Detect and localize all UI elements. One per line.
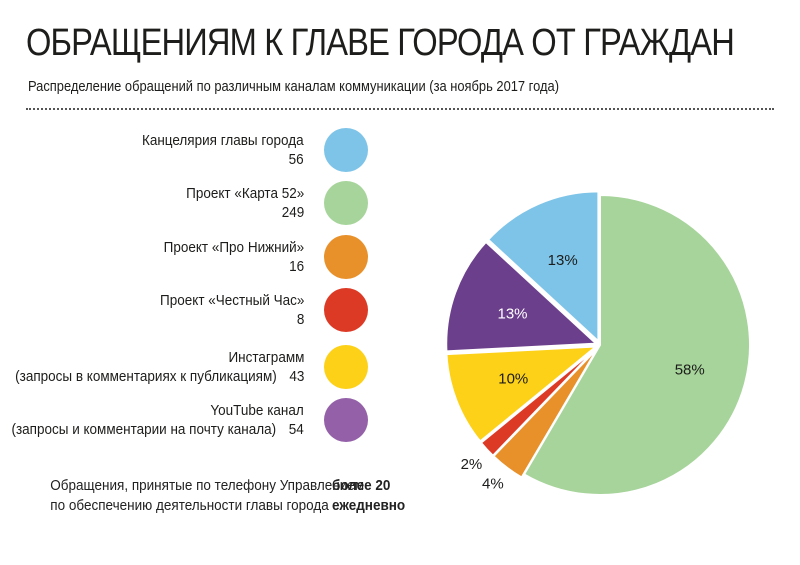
legend-swatch <box>324 345 368 389</box>
pie-slice <box>445 240 599 353</box>
legend-label-line-wrap: Проект «Карта 52» 249 <box>186 184 304 222</box>
legend-item: YouTube канал (запросы и комментарии на п… <box>0 397 370 443</box>
legend-label-line1: Проект «Про Нижний» <box>163 239 304 256</box>
legend-item: Канцелярия главы города 56 <box>0 127 370 173</box>
legend-label-line2: (запросы в комментариях к публикациям) <box>14 368 277 385</box>
legend-label-line1: Канцелярия главы города <box>142 132 304 149</box>
phone-note-line2: по обеспечению деятельности главы города <box>50 497 329 514</box>
legend-label-line1: Инстаграмм <box>228 349 304 366</box>
legend-label: YouTube канал (запросы и комментарии на п… <box>12 397 304 443</box>
pie-slice-label: 10% <box>498 371 528 388</box>
legend-label-line2: (запросы и комментарии на почту канала) <box>11 421 277 438</box>
pie-slice-label: 13% <box>498 305 528 322</box>
legend-label: Проект «Карта 52» 249 <box>186 180 304 226</box>
legend-swatch <box>324 235 368 279</box>
legend-value: 249 <box>281 204 304 221</box>
pie-slice <box>486 190 600 344</box>
legend-label: Инстаграмм (запросы в комментариях к публ… <box>15 344 304 390</box>
dotted-divider <box>26 108 774 110</box>
legend-value: 43 <box>288 368 304 385</box>
legend-swatch <box>324 398 368 442</box>
legend-swatch <box>324 181 368 225</box>
legend-item: Проект «Честный Час» 8 <box>0 287 370 333</box>
pie-slice <box>445 345 600 443</box>
pie-slice <box>479 346 598 458</box>
legend-label-line-wrap: Проект «Честный Час» 8 <box>160 291 304 329</box>
legend-label-line-wrap: Канцелярия главы города 56 <box>142 131 304 169</box>
legend-swatch <box>324 288 368 332</box>
phone-note-line1: Обращения, принятые по телефону Управлен… <box>50 477 365 494</box>
phone-note-text: Обращения, принятые по телефону Управлен… <box>50 476 365 516</box>
legend-value: 8 <box>296 311 304 328</box>
legend-value: 16 <box>288 258 304 275</box>
phone-note-value-line1: более 20 <box>332 477 391 494</box>
legend-label-line1: Проект «Честный Час» <box>159 292 304 309</box>
legend-value: 56 <box>288 151 304 168</box>
pie-slice <box>522 193 751 496</box>
phone-note-value-line2: ежедневно <box>332 497 406 514</box>
legend-swatch <box>324 128 368 172</box>
legend-label: Канцелярия главы города 56 <box>142 127 304 173</box>
page-subtitle: Распределение обращений по различным кан… <box>28 78 559 95</box>
legend-item: Проект «Карта 52» 249 <box>0 180 370 226</box>
pie-slice-label: 13% <box>548 252 578 269</box>
legend-label-line2-wrap: (запросы и комментарии на почту канала) 5… <box>12 420 304 439</box>
page-title: ОБРАЩЕНИЯМ К ГЛАВЕ ГОРОДА ОТ ГРАЖДАН <box>26 22 735 64</box>
pie-slice-label: 4% <box>482 476 504 493</box>
legend-label-line1: Проект «Карта 52» <box>185 185 304 202</box>
phone-note-value: более 20 ежедневно <box>332 476 405 516</box>
legend-label: Проект «Про Нижний» 16 <box>163 234 304 280</box>
legend-item: Проект «Про Нижний» 16 <box>0 234 370 280</box>
pie-slice-label: 58% <box>675 361 705 378</box>
legend-item: Инстаграмм (запросы в комментариях к публ… <box>0 344 370 390</box>
legend-label-line1: YouTube канал <box>210 402 304 419</box>
legend-value: 54 <box>288 421 304 438</box>
pie-slice-label: 2% <box>461 456 483 473</box>
legend-label-line-wrap: Проект «Про Нижний» 16 <box>163 238 304 276</box>
legend-label-line2-wrap: (запросы в комментариях к публикациям) 43 <box>15 367 304 386</box>
legend-label: Проект «Честный Час» 8 <box>160 287 304 333</box>
